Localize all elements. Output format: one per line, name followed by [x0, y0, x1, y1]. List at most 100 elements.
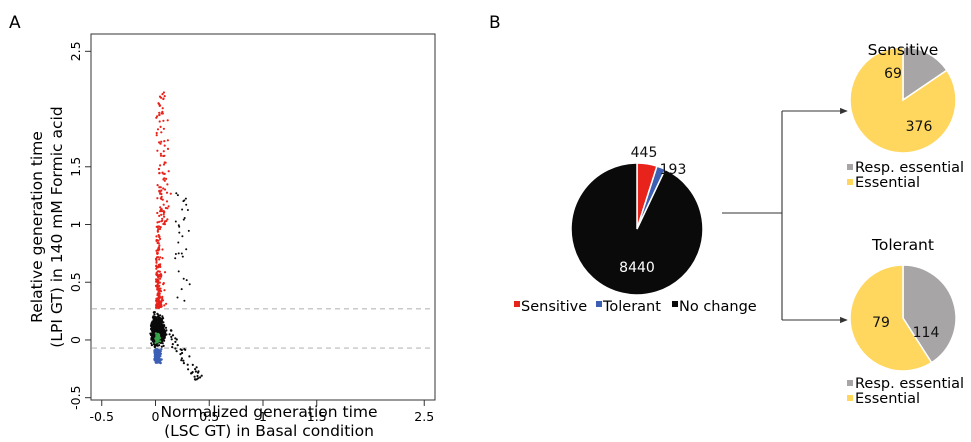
tolerant-point: [158, 359, 162, 362]
sensitive-point: [156, 149, 159, 152]
sensitive-point: [156, 225, 159, 229]
tolerant-point: [155, 348, 159, 351]
legend-label: No change: [679, 299, 757, 315]
x-axis-title-line2: (LSC GT) in Basal condition: [164, 422, 374, 440]
no-change-point: [175, 192, 178, 195]
tolerant-point: [154, 355, 157, 358]
sensitive-point: [162, 127, 165, 130]
no-change-point: [181, 208, 184, 211]
no-change-point: [153, 313, 156, 316]
sensitive-point: [156, 252, 159, 255]
pie-title: Sensitive: [868, 41, 939, 59]
sensitive-point: [159, 164, 162, 167]
no-change-point: [182, 359, 185, 362]
no-change-point: [193, 378, 197, 381]
no-change-point: [187, 229, 190, 232]
sensitive-point: [165, 177, 168, 180]
sensitive-point: [165, 200, 169, 203]
no-change-point: [196, 374, 199, 378]
no-change-point: [182, 200, 185, 203]
sensitive-point: [157, 290, 160, 293]
sensitive-point: [158, 270, 161, 273]
no-change-point: [180, 252, 183, 255]
no-change-point: [159, 322, 162, 326]
y-tick-label: -0.5: [68, 385, 83, 409]
tolerant-point: [160, 358, 163, 361]
no-change-point: [171, 343, 174, 346]
sensitive-point: [166, 218, 169, 221]
legend-label: Sensitive: [521, 299, 587, 315]
sensitive-point: [160, 213, 163, 216]
no-change-point: [174, 337, 177, 340]
no-change-point: [178, 225, 181, 228]
sensitive-point: [163, 179, 166, 182]
no-change-point: [183, 217, 186, 219]
sensitive-point: [159, 152, 162, 155]
pie-value-label: 8440: [619, 260, 655, 276]
x-tick-label: 1: [259, 409, 267, 424]
sensitive-point: [166, 183, 169, 186]
no-change-point: [168, 333, 171, 336]
no-change-point: [181, 255, 184, 258]
no-change-point: [176, 344, 179, 347]
no-change-point: [194, 368, 197, 371]
legend-swatch-no-change: [672, 301, 678, 307]
y-axis-title-line1: Relative generation time: [28, 131, 46, 323]
no-change-point: [185, 248, 188, 251]
no-change-point: [162, 330, 165, 333]
no-change-point: [194, 370, 197, 373]
sensitive-point: [158, 227, 162, 231]
legend-swatch-resp-essential: [847, 380, 853, 386]
tolerant-point: [156, 357, 159, 360]
connector-arrows: [722, 107, 848, 324]
no-change-point: [199, 376, 202, 379]
sensitive-point: [167, 170, 170, 173]
no-change-point: [152, 330, 155, 333]
y-tick-label: 2.5: [68, 41, 83, 61]
no-change-point: [154, 344, 157, 347]
neutral-point: [156, 333, 159, 336]
sensitive-point: [155, 239, 158, 242]
sensitive-point: [158, 292, 161, 295]
sensitive-point: [161, 198, 164, 201]
sensitive-point: [163, 289, 166, 292]
sensitive-point: [160, 140, 163, 143]
pie-title: Tolerant: [871, 236, 934, 254]
sensitive-point: [164, 161, 167, 164]
sensitive-point: [156, 274, 159, 277]
sensitive-point: [158, 235, 161, 239]
sensitive-point: [155, 271, 158, 275]
sensitive-point: [161, 257, 164, 260]
sensitive-point: [165, 302, 168, 305]
sensitive-point: [159, 226, 162, 229]
plot-frame: [90, 33, 436, 401]
no-change-point: [181, 351, 184, 355]
sensitive-point: [158, 113, 161, 117]
sensitive-point: [155, 131, 158, 135]
x-tick-label: -0.5: [90, 409, 114, 424]
neutral-point: [158, 335, 161, 338]
no-change-point: [157, 326, 161, 329]
sensitive-point: [161, 248, 164, 251]
no-change-point: [197, 370, 200, 373]
sensitive-point: [159, 237, 162, 240]
no-change-point: [182, 362, 185, 365]
sensitive-point: [162, 119, 165, 122]
sensitive-point: [157, 276, 160, 279]
sensitive-point: [158, 264, 162, 268]
no-change-point: [180, 288, 183, 291]
sensitive-point: [161, 107, 164, 110]
sensitive-point: [165, 219, 168, 223]
no-change-point: [150, 342, 153, 345]
y-tick-label: 1: [68, 221, 83, 229]
pie-slice-essential: [849, 264, 933, 372]
sensitive-point: [158, 120, 161, 123]
sensitive-point: [157, 242, 160, 245]
sensitive-point: [161, 112, 164, 115]
sensitive-point: [159, 206, 162, 209]
tolerant-point: [159, 355, 162, 358]
no-change-point: [175, 350, 178, 353]
sensitive-point: [162, 213, 165, 216]
